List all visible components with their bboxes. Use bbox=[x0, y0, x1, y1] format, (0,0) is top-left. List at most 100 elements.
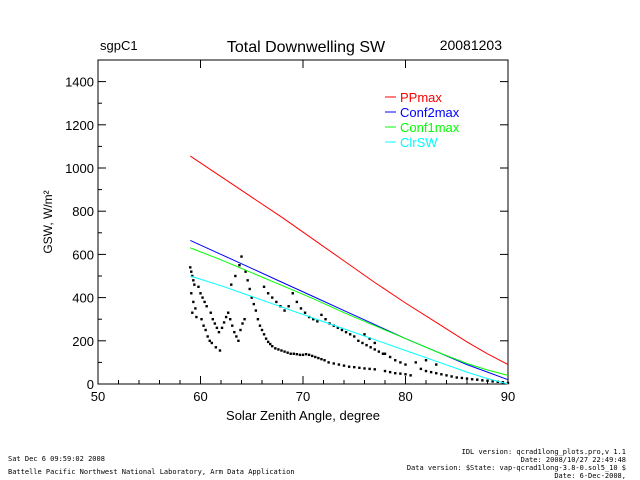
scatter-point bbox=[197, 285, 200, 288]
scatter-point bbox=[269, 342, 272, 346]
scatter-point bbox=[347, 365, 351, 368]
scatter-point bbox=[445, 374, 448, 377]
scatter-point bbox=[189, 266, 192, 269]
scatter-point bbox=[307, 353, 311, 357]
scatter-point bbox=[280, 349, 283, 352]
scatter-point bbox=[229, 318, 232, 321]
scatter-point bbox=[394, 372, 397, 375]
scatter-point bbox=[266, 292, 270, 295]
scatter-point bbox=[340, 328, 344, 332]
scatter-point bbox=[199, 292, 202, 295]
x-tick-label: 60 bbox=[193, 389, 207, 404]
footer-idl-date: Date: 2008/10/27 22:49:48 bbox=[520, 456, 626, 464]
scatter-point bbox=[435, 372, 438, 375]
scatter-point bbox=[369, 346, 372, 349]
scatter-point bbox=[277, 348, 280, 351]
scatter-series bbox=[189, 255, 510, 385]
scatter-point bbox=[358, 366, 361, 369]
scatter-point bbox=[226, 311, 230, 314]
x-axis-label: Solar Zenith Angle, degree bbox=[226, 408, 380, 423]
scatter-point bbox=[295, 300, 299, 304]
scatter-point bbox=[424, 359, 428, 362]
scatter-point bbox=[192, 279, 195, 282]
line-conf2max bbox=[190, 239, 509, 381]
x-tick-label: 90 bbox=[501, 389, 515, 404]
scatter-point bbox=[250, 296, 253, 299]
scatter-point bbox=[496, 380, 499, 384]
scatter-point bbox=[368, 367, 371, 371]
scatter-point bbox=[320, 313, 323, 317]
reference-lines bbox=[190, 155, 509, 385]
site-label: sgpC1 bbox=[100, 38, 138, 53]
scatter-point bbox=[353, 365, 356, 369]
scatter-point bbox=[287, 305, 290, 308]
scatter-point bbox=[254, 309, 258, 312]
scatter-point bbox=[324, 318, 327, 321]
scatter-point bbox=[388, 355, 392, 359]
scatter-point bbox=[363, 367, 366, 370]
scatter-point bbox=[399, 372, 402, 375]
scatter-point bbox=[365, 343, 368, 347]
scatter-point bbox=[246, 279, 249, 282]
scatter-point bbox=[275, 300, 278, 304]
scatter-point bbox=[301, 353, 305, 357]
legend-label: Conf1max bbox=[400, 120, 460, 135]
scatter-point bbox=[486, 379, 489, 382]
scatter-point bbox=[419, 367, 423, 371]
scatter-point bbox=[274, 347, 277, 350]
scatter-point bbox=[190, 270, 193, 273]
scatter-point bbox=[404, 373, 407, 376]
scatter-point bbox=[377, 350, 381, 353]
scatter-point bbox=[260, 328, 264, 332]
y-tick-label: 0 bbox=[87, 377, 94, 392]
scatter-point bbox=[286, 351, 289, 354]
scatter-point bbox=[241, 322, 244, 325]
y-axis: 0 200 400 600 800 1000 1200 1400 bbox=[65, 75, 508, 392]
scatter-point bbox=[383, 352, 387, 355]
scatter-point bbox=[414, 361, 417, 364]
y-tick-label: 400 bbox=[72, 291, 94, 306]
scatter-point bbox=[316, 320, 319, 323]
scatter-point bbox=[271, 345, 274, 348]
scatter-point bbox=[314, 355, 317, 359]
scatter-point bbox=[304, 352, 308, 356]
footer-timestamp: Sat Dec 6 09:59:02 2008 bbox=[8, 455, 105, 463]
scatter-point bbox=[332, 362, 335, 365]
scatter-point bbox=[381, 352, 385, 355]
x-tick-label: 80 bbox=[398, 389, 412, 404]
scatter-point bbox=[399, 361, 402, 364]
scatter-point bbox=[190, 292, 193, 295]
scatter-point bbox=[237, 339, 240, 342]
x-tick-label: 50 bbox=[91, 389, 105, 404]
scatter-point bbox=[342, 364, 346, 367]
y-tick-label: 1200 bbox=[65, 118, 94, 133]
line-ppmax bbox=[190, 155, 509, 366]
scatter-point bbox=[271, 296, 274, 299]
scatter-point bbox=[191, 311, 194, 314]
scatter-point bbox=[363, 333, 366, 336]
scatter-point bbox=[239, 328, 242, 332]
scatter-point bbox=[209, 311, 212, 314]
line-clrsw bbox=[190, 275, 509, 385]
legend-label: ClrSW bbox=[400, 135, 438, 150]
scatter-point bbox=[361, 341, 364, 345]
footer-data-date: Date: 6-Dec-2008, bbox=[554, 472, 626, 480]
scatter-point bbox=[348, 333, 352, 336]
scatter-point bbox=[404, 363, 407, 366]
scatter-point bbox=[235, 335, 238, 338]
scatter-point bbox=[327, 361, 330, 364]
scatter-point bbox=[481, 379, 484, 382]
scatter-point bbox=[217, 330, 221, 334]
footer-idl-version: IDL version: qcrad1long_plots.pro,v 1.1 bbox=[461, 448, 626, 456]
scatter-point bbox=[465, 377, 469, 380]
scatter-point bbox=[193, 283, 196, 286]
scatter-point bbox=[312, 318, 315, 321]
scatter-point bbox=[476, 378, 479, 381]
y-tick-label: 1400 bbox=[65, 75, 94, 90]
footer-institution: Battelle Pacific Northwest National Labo… bbox=[8, 468, 295, 476]
scatter-point bbox=[234, 274, 237, 278]
scatter-point bbox=[220, 326, 224, 330]
scatter-point bbox=[191, 274, 194, 278]
scatter-point bbox=[460, 376, 464, 380]
scatter-point bbox=[409, 374, 412, 377]
